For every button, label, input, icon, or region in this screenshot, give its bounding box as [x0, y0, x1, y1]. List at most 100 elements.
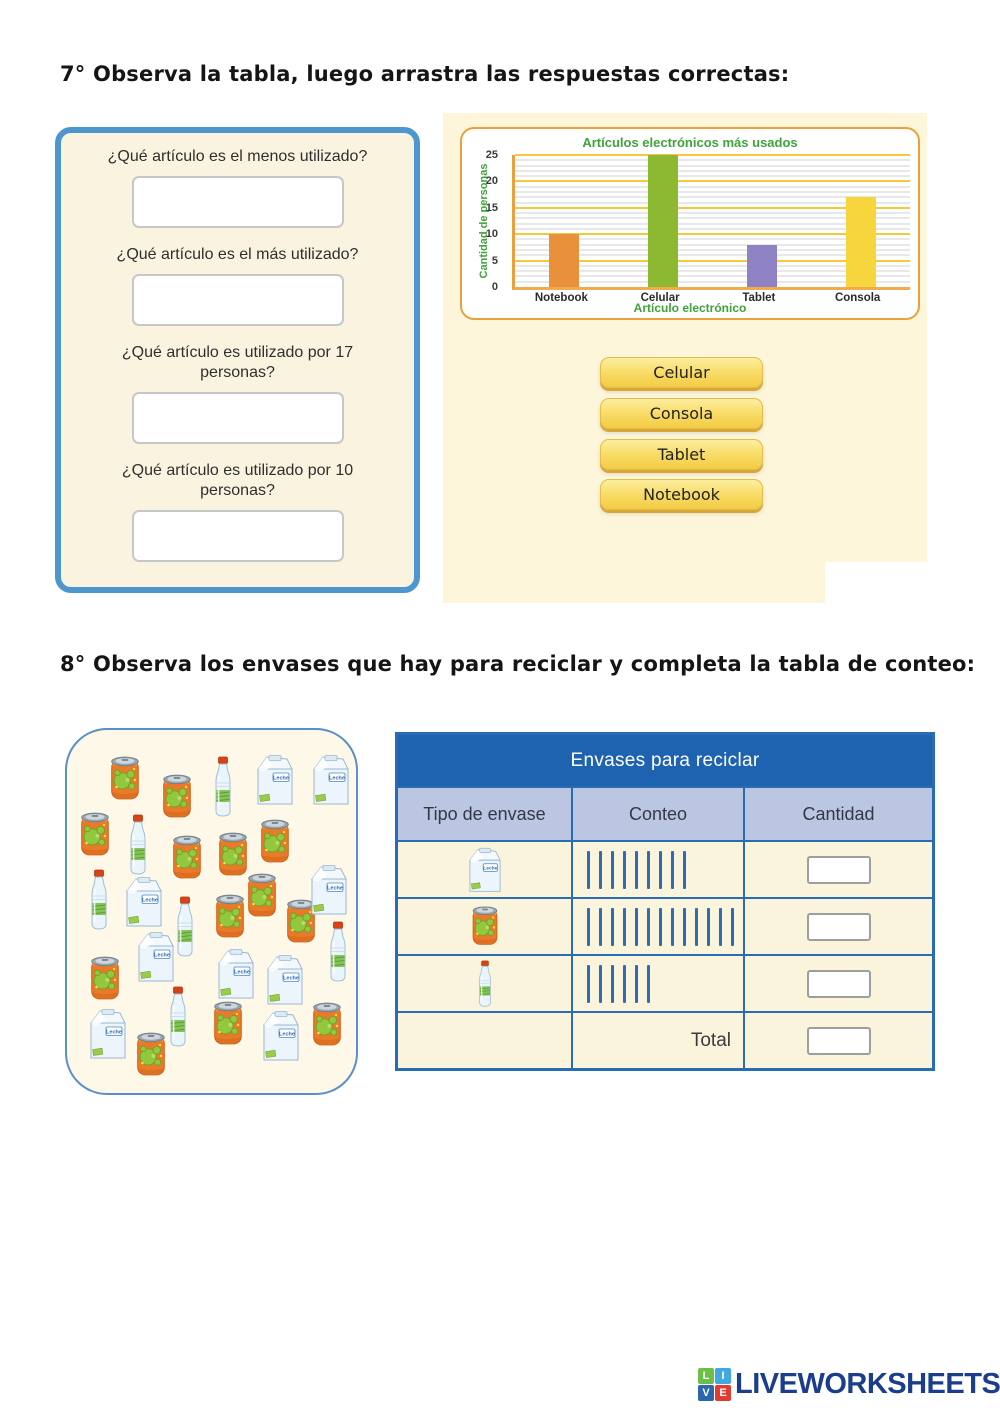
bar-consola	[845, 197, 876, 287]
minor-gridline	[515, 165, 910, 167]
question-block: ¿Qué artículo es el menos utilizado?	[61, 147, 414, 228]
minor-gridline	[515, 175, 910, 177]
total-qty-cell	[745, 1013, 932, 1068]
table-row-carton	[398, 842, 932, 899]
major-gridline	[515, 206, 910, 209]
minor-gridline	[515, 223, 910, 225]
minor-gridline	[515, 212, 910, 214]
tally-mark	[611, 850, 614, 889]
x-tick-celular: Celular	[640, 292, 680, 304]
total-input[interactable]	[806, 1026, 871, 1055]
table-row-can	[398, 899, 932, 956]
tally-mark	[647, 964, 650, 1003]
minor-gridline	[515, 186, 910, 188]
tally-mark	[731, 907, 734, 946]
tally-mark	[707, 907, 710, 946]
total-empty-cell	[398, 1013, 573, 1068]
y-tick-0: 0	[491, 281, 498, 293]
envase-bottle-icon	[165, 986, 191, 1048]
total-label-cell: Total	[573, 1013, 745, 1068]
minor-gridline	[515, 159, 910, 161]
tally-mark	[695, 907, 698, 946]
tally-table: Envases para reciclar Tipo de envase Con…	[395, 732, 935, 1071]
bar-chart-panel: Artículos electrónicos más usados Cantid…	[460, 127, 920, 320]
tally-mark	[599, 907, 602, 946]
tally-mark	[623, 850, 626, 889]
activity-background-strip	[443, 562, 825, 603]
logo-square-v: V	[698, 1385, 714, 1401]
drag-option-consola[interactable]: Consola	[600, 398, 763, 429]
drag-option-notebook[interactable]: Notebook	[600, 479, 763, 510]
column-header-cantidad: Cantidad	[802, 803, 875, 824]
minor-gridline	[515, 202, 910, 204]
table-column-headers: Tipo de envase Conteo Cantidad	[398, 786, 932, 842]
cantidad-input-carton[interactable]	[806, 855, 871, 884]
answer-dropzone-3[interactable]	[131, 392, 344, 444]
tally-mark	[611, 964, 614, 1003]
minor-gridline	[515, 244, 910, 246]
table-row-total: Total	[398, 1013, 932, 1068]
x-tick-consola: Consola	[834, 292, 881, 304]
envase-carton-icon	[123, 875, 165, 929]
question-text-3: ¿Qué artículo es utilizado por 17 person…	[121, 344, 354, 381]
minor-gridline	[515, 170, 910, 172]
minor-gridline	[515, 196, 910, 198]
envase-carton-icon	[260, 1009, 302, 1063]
tally-mark	[635, 964, 638, 1003]
qty-cell-carton	[745, 842, 932, 897]
tally-mark	[587, 850, 590, 889]
brand-name: LIVEWORKSHEETS	[735, 1368, 1000, 1400]
y-tick-15: 15	[485, 201, 498, 214]
envase-can-icon	[168, 833, 206, 883]
logo-square-l: L	[698, 1368, 714, 1384]
envase-carton-icon	[310, 753, 352, 807]
bar-slot-tablet	[713, 155, 812, 287]
cantidad-input-bottle[interactable]	[806, 969, 871, 998]
answer-dropzone-2[interactable]	[131, 274, 344, 326]
tally-mark	[719, 907, 722, 946]
drag-option-celular[interactable]: Celular	[600, 357, 763, 388]
table-row-bottle	[398, 956, 932, 1013]
cantidad-input-can[interactable]	[806, 912, 871, 941]
chart-title: Artículos electrónicos más usados	[582, 135, 798, 150]
minor-gridline	[515, 275, 910, 277]
answer-dropzone-1[interactable]	[131, 176, 344, 228]
bar-tablet	[746, 244, 777, 287]
table-body: Total	[398, 842, 932, 1068]
minor-gridline	[515, 191, 910, 193]
major-gridline	[515, 180, 910, 183]
y-tick-20: 20	[485, 175, 498, 188]
minor-gridline	[515, 254, 910, 256]
tally-mark	[587, 964, 590, 1003]
y-tick-25: 25	[485, 149, 498, 161]
y-tick-5: 5	[491, 254, 498, 267]
tally-mark	[623, 907, 626, 946]
envase-bottle-icon	[125, 814, 151, 876]
envase-carton-icon	[215, 947, 257, 1001]
envase-can-icon	[256, 817, 294, 867]
minor-gridline	[515, 228, 910, 230]
x-axis-labels: Notebook Celular Tablet Consola	[512, 292, 907, 304]
answer-dropzone-4[interactable]	[131, 510, 344, 562]
envase-bottle-icon	[86, 869, 112, 931]
chart-plot	[512, 154, 910, 290]
drag-option-tablet[interactable]: Tablet	[600, 439, 763, 470]
tally-mark	[659, 907, 662, 946]
logo-square-e: E	[715, 1385, 731, 1401]
bar-slot-celular	[614, 155, 713, 287]
envase-can-icon	[209, 999, 247, 1049]
minor-gridline	[515, 217, 910, 219]
tally-mark	[671, 907, 674, 946]
tally-mark	[623, 964, 626, 1003]
envase-can-icon	[106, 754, 144, 804]
tally-cell-bottle	[573, 956, 745, 1011]
row-icon-carton	[398, 842, 573, 897]
chart-bars	[515, 155, 910, 287]
column-header-tipo: Tipo de envase	[398, 788, 573, 840]
envase-carton-icon	[87, 1007, 129, 1061]
tally-mark	[683, 907, 686, 946]
question-text-2: ¿Qué artículo es el más utilizado?	[116, 246, 359, 263]
tally-mark	[599, 964, 602, 1003]
